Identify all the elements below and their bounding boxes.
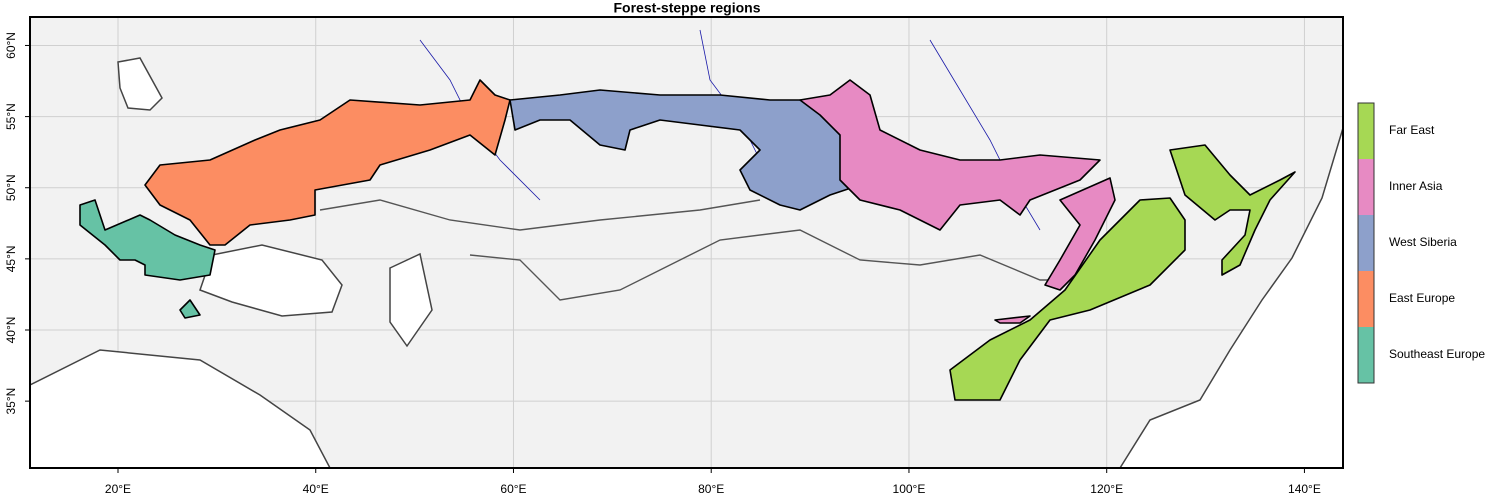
x-tick-label: 80°E (698, 482, 724, 496)
legend-swatch (1358, 271, 1374, 327)
east-europe-region (144, 79, 511, 246)
map-layers (30, 29, 1343, 468)
legend-swatch (1358, 327, 1374, 383)
x-tick-label: 140°E (1288, 482, 1321, 496)
pacific-ocean (1119, 127, 1343, 468)
x-tick-label: 60°E (500, 482, 526, 496)
far-east-region (949, 197, 1186, 401)
legend-label: East Europe (1389, 291, 1455, 305)
southeast-europe-region (79, 199, 216, 281)
y-tick-label: 55°N (4, 103, 18, 130)
inner-asia-region (799, 79, 1101, 231)
caspian-sea (389, 252, 433, 348)
x-tick-label: 20°E (105, 482, 131, 496)
x-tick-label: 100°E (893, 482, 926, 496)
black-sea (199, 244, 343, 317)
mediterranean-sea (30, 349, 331, 468)
country-border (469, 229, 1070, 301)
y-tick-label: 35°N (4, 388, 18, 415)
legend-label: Southeast Europe (1389, 347, 1485, 361)
y-tick-label: 45°N (4, 245, 18, 272)
southeast-europe-region (179, 299, 201, 319)
legend-swatch (1358, 215, 1374, 271)
country-border (319, 199, 761, 231)
map-title: Forest-steppe regions (613, 0, 760, 16)
y-tick-label: 40°N (4, 317, 18, 344)
legend-frame (1357, 102, 1375, 384)
inner-asia-region (994, 315, 1031, 324)
legend-swatch (1358, 103, 1374, 159)
far-east-region (1169, 144, 1296, 276)
legend-label: Inner Asia (1389, 179, 1443, 193)
inner-asia-region (1044, 177, 1116, 291)
map-frame (29, 16, 1344, 469)
x-tick-label: 120°E (1090, 482, 1123, 496)
legend-label: West Siberia (1389, 235, 1457, 249)
y-tick-label: 50°N (4, 174, 18, 201)
y-tick-label: 60°N (4, 32, 18, 59)
baltic-sea (117, 57, 163, 111)
legend-swatch (1358, 159, 1374, 215)
x-tick-label: 40°E (303, 482, 329, 496)
legend-label: Far East (1389, 123, 1435, 137)
west-siberia-region (509, 89, 871, 211)
